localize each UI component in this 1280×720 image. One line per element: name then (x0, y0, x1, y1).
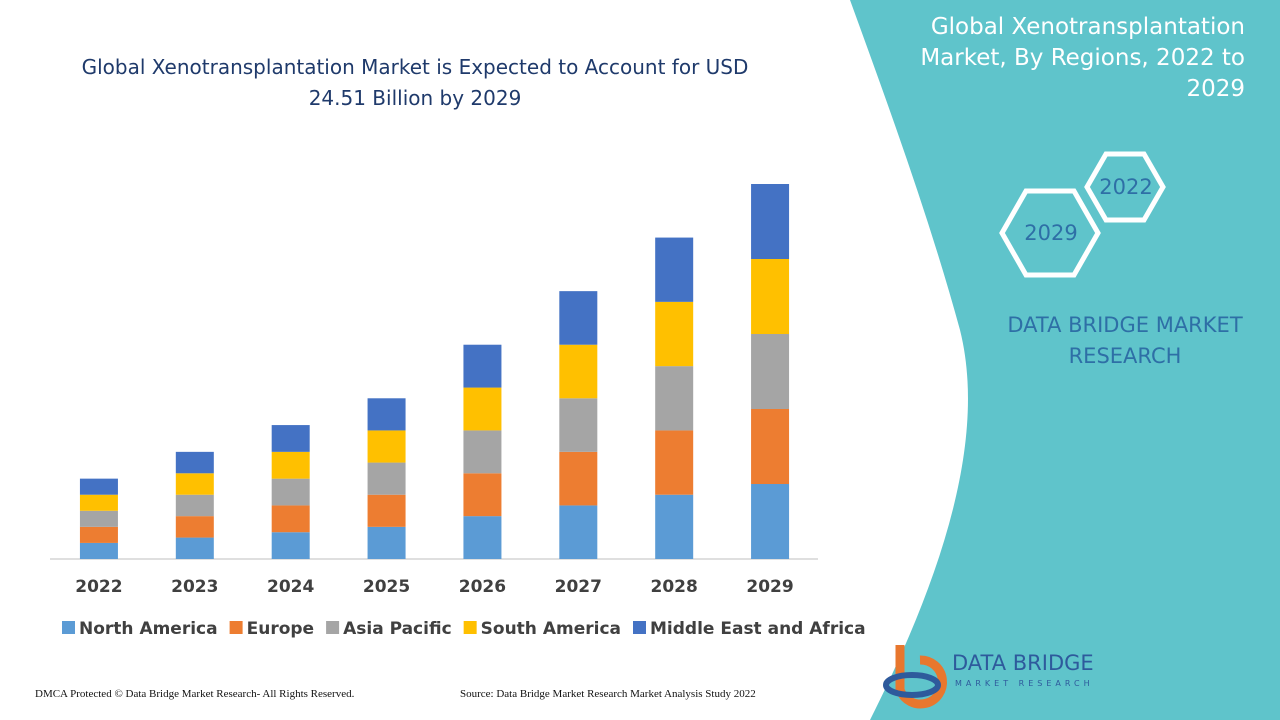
bar-segment (79, 526, 118, 543)
bar-segment (367, 494, 406, 527)
bar-segment (655, 237, 694, 302)
x-tick-label: 2027 (555, 577, 602, 597)
bar-segment (751, 184, 790, 259)
bar-segment (463, 344, 502, 388)
bar-segment (367, 462, 406, 495)
bar-segment (463, 473, 502, 517)
bar-segment (463, 430, 502, 474)
legend-label: Asia Pacific (343, 619, 452, 639)
bar-segment (79, 510, 118, 527)
bar-segment (463, 516, 502, 559)
x-tick-label: 2029 (746, 577, 793, 597)
bar-segment (751, 409, 790, 484)
bar-segment (79, 478, 118, 495)
bar-segment (559, 398, 598, 452)
legend-swatch (229, 621, 243, 634)
legend-label: South America (481, 619, 621, 639)
legend-label: Europe (247, 619, 314, 639)
copyright: DMCA Protected © Data Bridge Market Rese… (35, 688, 355, 700)
legend-swatch (326, 621, 340, 634)
logo-mark (895, 645, 947, 709)
source: Source: Data Bridge Market Research Mark… (460, 688, 756, 700)
x-tick-label: 2023 (171, 577, 218, 597)
panel-title-box: Global Xenotransplantation Market, By Re… (920, 14, 1245, 102)
legend-label: North America (79, 619, 218, 639)
bar-segment (367, 526, 406, 559)
bar-segment (271, 478, 310, 506)
bar-segment (271, 532, 310, 559)
legend-swatch (463, 621, 477, 634)
bar-segment (559, 291, 598, 345)
brand-box: DATA BRIDGE MARKET RESEARCH (1007, 313, 1243, 368)
x-tick-label: 2026 (459, 577, 506, 597)
brand: DATA BRIDGE MARKET RESEARCH (1007, 313, 1243, 368)
title-box: Global Xenotransplantation Market is Exp… (81, 55, 749, 110)
chart-title: Global Xenotransplantation Market is Exp… (81, 55, 749, 110)
bar-segment (79, 494, 118, 511)
bar-segment (559, 451, 598, 506)
hex-label: 2029 (1024, 221, 1077, 245)
x-tick-label: 2025 (363, 577, 410, 597)
x-tick-label: 2028 (651, 577, 698, 597)
bar-segment (367, 430, 406, 463)
hexagon (999, 188, 1101, 278)
bar-segment (175, 473, 214, 495)
bar-segment (559, 505, 598, 559)
hex-label: 2022 (1099, 175, 1152, 199)
legend-swatch (633, 621, 646, 634)
bar-segment (79, 542, 118, 559)
logo-mark (883, 672, 941, 698)
bar-segment (655, 301, 694, 367)
bar-segment (751, 259, 790, 334)
logo-tagline: MARKET RESEARCH (955, 679, 1094, 688)
bar-segment (175, 516, 214, 538)
side-panel (850, 0, 1280, 720)
legend-swatch (62, 621, 75, 634)
bar-segment (751, 334, 790, 409)
bar-segment (751, 484, 790, 559)
bar-segment (271, 505, 310, 533)
hexagon (1084, 151, 1166, 223)
bar-segment (175, 494, 214, 517)
bar-segment (175, 537, 214, 559)
bar-segment (559, 344, 598, 399)
bar-segment (271, 451, 310, 479)
panel-title: Global Xenotransplantation Market, By Re… (920, 14, 1245, 102)
logo-name: DATA BRIDGE (952, 651, 1094, 675)
x-tick-label: 2024 (267, 577, 314, 597)
bar-segment (367, 398, 406, 431)
bar-segment (271, 425, 310, 452)
bar-segment (655, 366, 694, 431)
bar-segment (655, 494, 694, 559)
bar-segment (655, 430, 694, 495)
bar-segment (175, 451, 214, 474)
legend-label: Middle East and Africa (650, 619, 866, 639)
bar-segment (463, 387, 502, 431)
x-tick-label: 2022 (75, 577, 122, 597)
